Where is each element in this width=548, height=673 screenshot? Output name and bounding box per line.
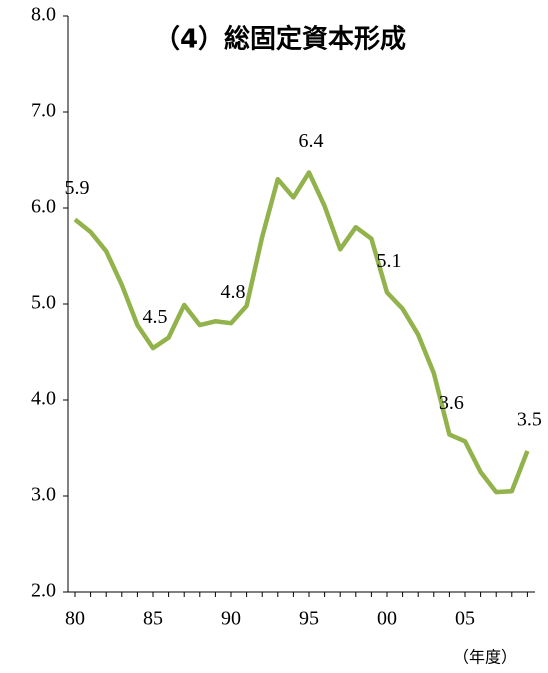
x-tick-label: 90 xyxy=(221,608,241,630)
data-label: 5.1 xyxy=(377,250,402,272)
chart-title: （4）総固定資本形成 xyxy=(154,24,406,55)
y-tick-label: 7.0 xyxy=(31,100,56,122)
x-tick-label: 95 xyxy=(299,608,319,630)
data-label: 5.9 xyxy=(65,177,90,199)
y-tick-label: 6.0 xyxy=(31,196,56,218)
y-tick-label: 3.0 xyxy=(31,484,56,506)
x-unit-label: （年度） xyxy=(453,648,517,667)
y-tick-label: 4.0 xyxy=(31,388,56,410)
x-tick-label: 85 xyxy=(143,608,163,630)
y-tick-label: 5.0 xyxy=(31,292,56,314)
data-label: 4.8 xyxy=(221,281,246,303)
y-tick-label: 2.0 xyxy=(31,580,56,602)
data-label: 4.5 xyxy=(143,306,168,328)
data-label: 6.4 xyxy=(299,130,324,152)
y-tick-label: 8.0 xyxy=(31,4,56,26)
data-label: 3.5 xyxy=(517,408,542,430)
data-line xyxy=(73,170,530,495)
x-tick-label: 05 xyxy=(455,608,475,630)
x-tick-label: 00 xyxy=(377,608,397,630)
x-tick-label: 80 xyxy=(65,608,85,630)
data-label: 3.6 xyxy=(439,392,464,414)
